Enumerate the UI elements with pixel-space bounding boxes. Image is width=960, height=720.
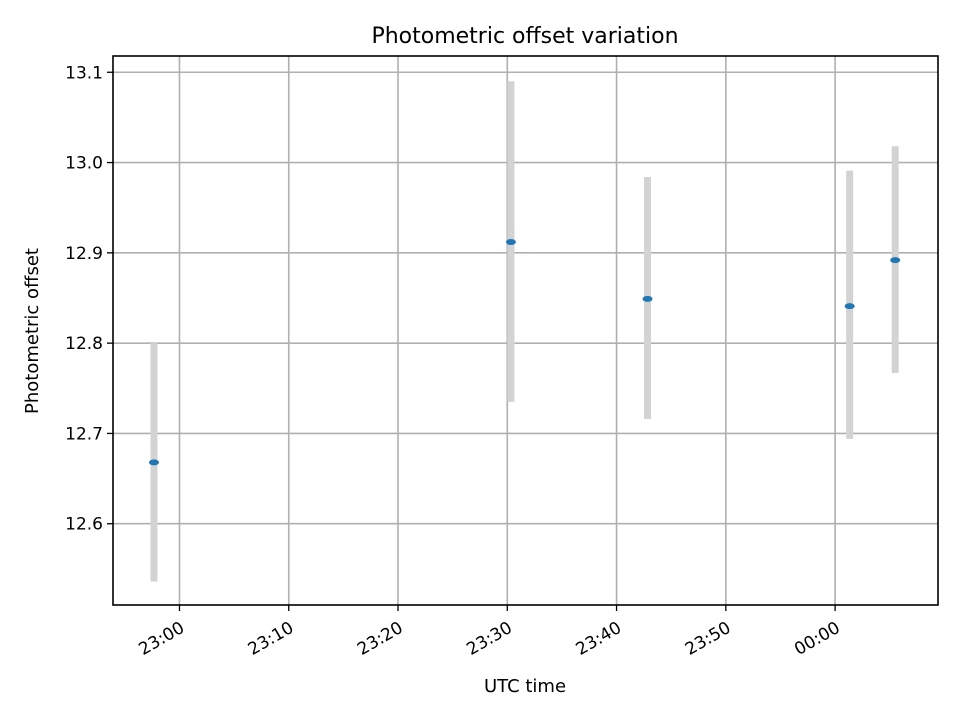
data-point [505,239,516,246]
x-tick-label: 23:20 [354,618,406,660]
data-point [148,459,159,466]
y-axis-label: Photometric offset [22,248,43,414]
data-point [890,257,901,264]
y-tick-label: 12.8 [65,334,103,354]
y-axis-ticks: 12.6 12.7 12.8 12.9 13.0 13.1 [65,63,113,535]
x-tick-label: 23:30 [463,618,515,660]
y-tick-label: 13.1 [65,63,103,83]
x-axis-ticks: 23:00 23:10 23:20 23:30 23:40 23:50 00:00 [136,605,844,660]
x-axis-label: UTC time [484,676,566,697]
point-layer [148,239,901,466]
chart-title: Photometric offset variation [371,24,678,49]
x-tick-label: 23:00 [136,618,188,660]
data-point [642,295,653,302]
x-tick-label: 23:40 [573,618,625,660]
x-tick-label: 23:50 [682,618,734,660]
data-point [844,303,855,310]
y-tick-label: 12.9 [65,244,103,264]
x-tick-label: 00:00 [791,618,843,660]
y-tick-label: 13.0 [65,154,103,174]
y-tick-label: 12.7 [65,424,103,444]
grid-layer [113,56,938,605]
x-tick-label: 23:10 [245,618,297,660]
plot-frame [112,55,939,606]
errorbar-layer [150,81,899,582]
y-tick-label: 12.6 [65,515,103,535]
